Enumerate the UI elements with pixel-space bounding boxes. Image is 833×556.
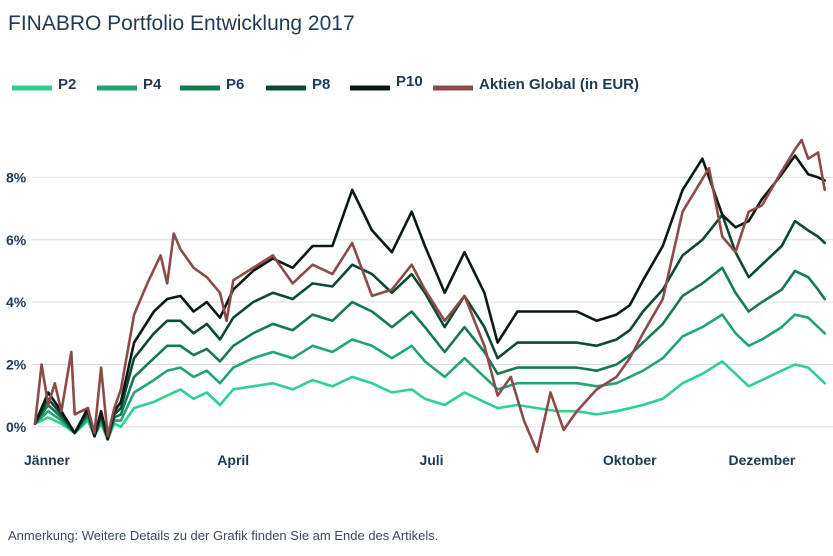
x-tick-label: Oktober xyxy=(603,452,657,468)
y-tick-label: 0% xyxy=(6,419,27,435)
y-tick-label: 4% xyxy=(6,294,27,310)
series-line-p6 xyxy=(33,266,826,441)
chart-series xyxy=(33,138,826,454)
series-line-p4 xyxy=(33,313,826,441)
series-line-p8 xyxy=(33,213,826,441)
y-axis-ticks: 0% 2% 4% 6% 8% xyxy=(6,169,27,434)
footnote: Anmerkung: Weitere Details zu der Grafik… xyxy=(8,528,439,543)
y-tick-label: 8% xyxy=(6,169,27,185)
x-tick-label: Jänner xyxy=(24,452,70,468)
y-tick-label: 6% xyxy=(6,232,27,248)
legend-label-p6: P6 xyxy=(226,76,244,93)
legend-label-aktien-global-in-eur: Aktien Global (in EUR) xyxy=(479,76,639,93)
chart-legend: P2 P4 P6 P8 P10 Aktien Global (in EUR) xyxy=(12,73,639,93)
series-line-p2 xyxy=(33,360,826,441)
chart-canvas: P2 P4 P6 P8 P10 Aktien Global (in EUR) 0% 2% 4%… xyxy=(6,73,833,468)
chart-title: FINABRO Portfolio Entwicklung 2017 xyxy=(8,12,355,35)
x-axis-ticks: Jänner April Juli Oktober Dezember xyxy=(24,452,796,468)
series-line-aktien-global-in-eur xyxy=(33,138,826,454)
y-tick-label: 2% xyxy=(6,356,27,372)
x-tick-label: Dezember xyxy=(728,452,795,468)
legend-label-p2: P2 xyxy=(58,76,76,93)
x-tick-label: Juli xyxy=(419,452,443,468)
legend-label-p8: P8 xyxy=(312,76,330,93)
legend-label-p4: P4 xyxy=(143,76,162,93)
legend-label-p10: P10 xyxy=(396,73,423,90)
x-tick-label: April xyxy=(217,452,249,468)
